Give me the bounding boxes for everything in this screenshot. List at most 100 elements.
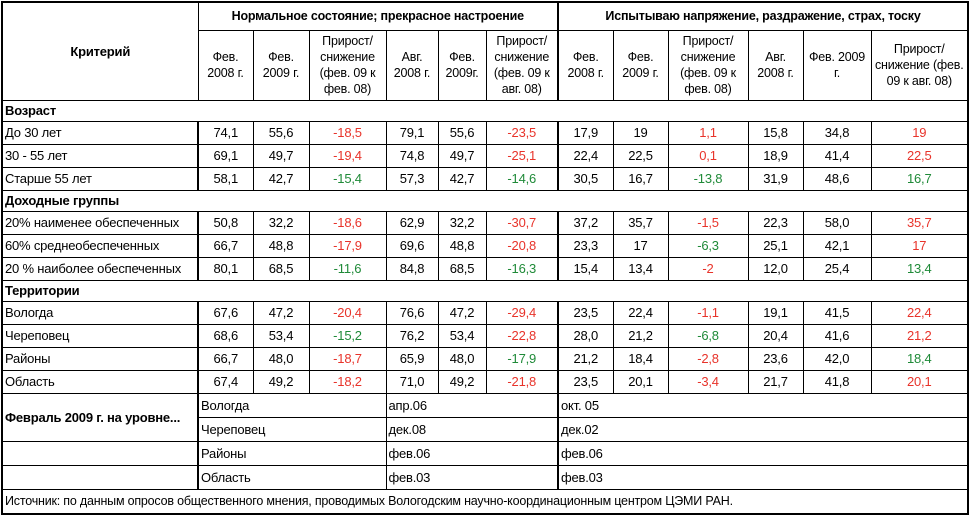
delta-value: 19 <box>870 120 969 145</box>
table-row: 30 - 55 лет 69,1 49,7 -19,4 74,8 49,7 -25,1 22,… <box>1 143 969 168</box>
row-label: До 30 лет <box>1 120 199 145</box>
delta-value: -29,4 <box>485 300 559 325</box>
delta-value: -18,5 <box>308 120 387 145</box>
value: 21,7 <box>747 369 804 394</box>
delta-value: -1,1 <box>667 300 749 325</box>
value: 20,1 <box>612 369 669 394</box>
value: 22,4 <box>612 300 669 325</box>
delta-value: -13,8 <box>667 166 749 191</box>
row-label: Старше 55 лет <box>1 166 199 191</box>
delta-value: 18,4 <box>870 346 969 371</box>
row-label: 60% среднеобеспеченных <box>1 233 199 258</box>
delta-value: 21,2 <box>870 323 969 348</box>
table-row: Область 67,4 49,2 -18,2 71,0 49,2 -21,8 23,5 20,… <box>1 369 969 394</box>
delta-value: 22,4 <box>870 300 969 325</box>
normal-level-value: апр.06 <box>385 392 559 418</box>
value: 31,9 <box>747 166 804 191</box>
row-label: Череповец <box>1 323 199 348</box>
normal-level-value: дек.08 <box>385 416 559 442</box>
value: 21,2 <box>557 346 614 371</box>
delta-value: 20,1 <box>870 369 969 394</box>
value: 23,6 <box>747 346 804 371</box>
value: 42,7 <box>252 166 310 191</box>
delta-value: 35,7 <box>870 210 969 235</box>
value: 58,1 <box>197 166 254 191</box>
negative-level-value: фев.03 <box>557 464 969 490</box>
delta-value: -17,9 <box>308 233 387 258</box>
group-header-row: Критерий Нормальное состояние; прекрасно… <box>1 1 969 101</box>
level-row: Районы фев.06 фев.06 <box>1 440 969 466</box>
delta-value: -6,8 <box>667 323 749 348</box>
value: 55,6 <box>437 120 487 145</box>
normal-level-value: фев.03 <box>385 464 559 490</box>
territory-label: Череповец <box>197 416 387 442</box>
value: 23,3 <box>557 233 614 258</box>
value: 71,0 <box>385 369 439 394</box>
value: 58,0 <box>802 210 872 235</box>
delta-value: 0,1 <box>667 143 749 168</box>
delta-value: -20,4 <box>308 300 387 325</box>
normal-level-value: фев.06 <box>385 440 559 466</box>
value: 41,6 <box>802 323 872 348</box>
value: 67,4 <box>197 369 254 394</box>
value: 76,2 <box>385 323 439 348</box>
delta-value: -25,1 <box>485 143 559 168</box>
value: 13,4 <box>612 256 669 281</box>
value: 30,5 <box>557 166 614 191</box>
delta-value: 22,5 <box>870 143 969 168</box>
row-label: 20% наименее обеспеченных <box>1 210 199 235</box>
delta-value: -22,8 <box>485 323 559 348</box>
value: 41,8 <box>802 369 872 394</box>
value: 22,5 <box>612 143 669 168</box>
delta-value: -2,8 <box>667 346 749 371</box>
value: 57,3 <box>385 166 439 191</box>
table-header: Критерий Нормальное состояние; прекрасно… <box>1 1 969 101</box>
value: 21,2 <box>612 323 669 348</box>
column-header: Прирост/ снижение (фев. 09 к фев. 08) <box>667 29 749 101</box>
value: 62,9 <box>385 210 439 235</box>
column-header: Прирост/ снижение (фев. 09 к авг. 08) <box>870 29 969 101</box>
territory-label: Вологда <box>197 392 387 418</box>
value: 20,4 <box>747 323 804 348</box>
value: 35,7 <box>612 210 669 235</box>
row-label: Вологда <box>1 300 199 325</box>
value: 32,2 <box>437 210 487 235</box>
value: 68,6 <box>197 323 254 348</box>
group-header-normal-state: Нормальное состояние; прекрасное настрое… <box>197 1 559 31</box>
source-note: Источник: по данным опросов общественног… <box>1 488 969 515</box>
value: 19 <box>612 120 669 145</box>
value: 84,8 <box>385 256 439 281</box>
value: 16,7 <box>612 166 669 191</box>
value: 74,1 <box>197 120 254 145</box>
value: 41,5 <box>802 300 872 325</box>
value: 22,4 <box>557 143 614 168</box>
value: 69,6 <box>385 233 439 258</box>
value: 25,4 <box>802 256 872 281</box>
table-row: До 30 лет 74,1 55,6 -18,5 79,1 55,6 -23,5 17,9 1… <box>1 120 969 145</box>
delta-value: 13,4 <box>870 256 969 281</box>
value: 34,8 <box>802 120 872 145</box>
value: 53,4 <box>437 323 487 348</box>
column-header: Фев. 2008 г. <box>197 29 254 101</box>
column-header: Фев. 2009 г. <box>802 29 872 101</box>
section-title: Доходные группы <box>1 189 969 212</box>
value: 49,2 <box>437 369 487 394</box>
value: 42,7 <box>437 166 487 191</box>
source-row: Источник: по данным опросов общественног… <box>1 488 969 515</box>
delta-value: -6,3 <box>667 233 749 258</box>
value: 18,4 <box>612 346 669 371</box>
delta-value: -21,8 <box>485 369 559 394</box>
value: 23,5 <box>557 369 614 394</box>
delta-value: -15,4 <box>308 166 387 191</box>
criteria-header: Критерий <box>1 1 199 101</box>
delta-value: 17 <box>870 233 969 258</box>
level-row: Февраль 2009 г. на уровне... Вологда апр.0… <box>1 392 969 442</box>
column-header: Авг. 2008 г. <box>747 29 804 101</box>
column-header: Авг. 2008 г. <box>385 29 439 101</box>
value: 28,0 <box>557 323 614 348</box>
table-body: Возраст До 30 лет 74,1 55,6 -18,5 79,1 55,6 -23… <box>1 99 969 515</box>
value: 25,1 <box>747 233 804 258</box>
column-header: Прирост/ снижение (фев. 09 к фев. 08) <box>308 29 387 101</box>
value: 47,2 <box>437 300 487 325</box>
